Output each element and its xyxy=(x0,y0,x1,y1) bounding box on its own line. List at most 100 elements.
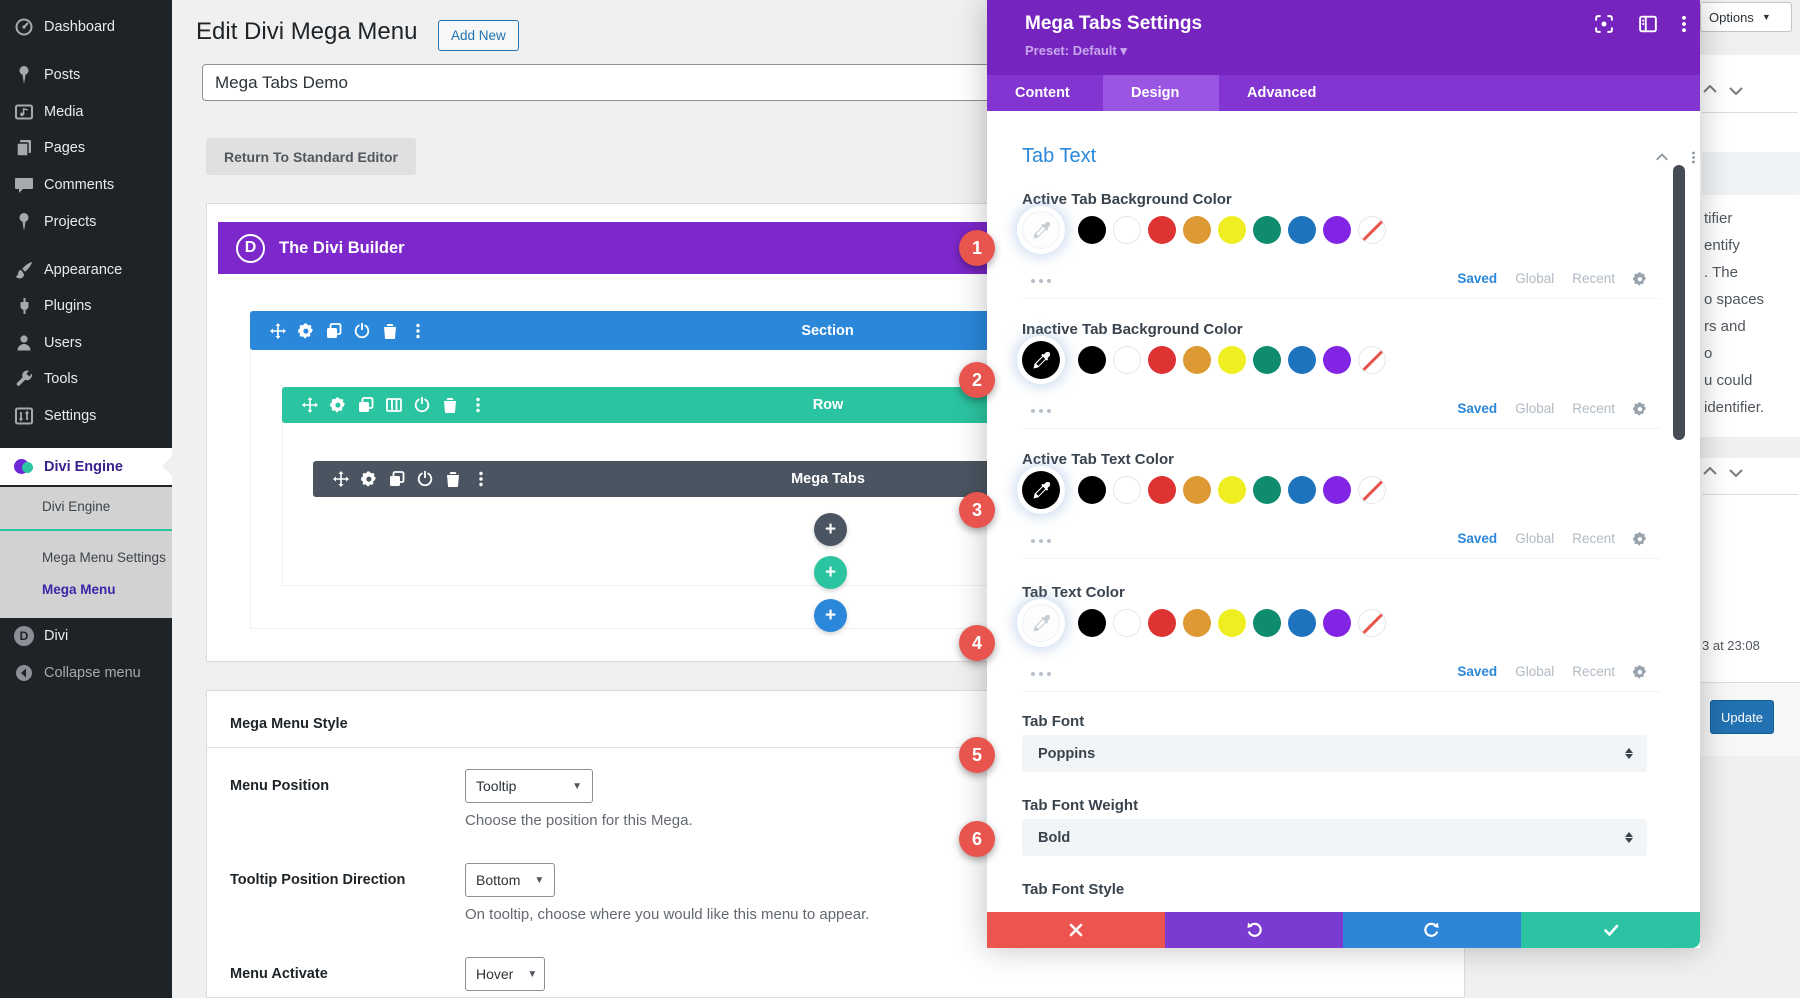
color-swatch[interactable] xyxy=(1113,216,1141,244)
global-link[interactable]: Global xyxy=(1515,401,1555,416)
color-swatch[interactable] xyxy=(1253,609,1281,637)
move-icon[interactable] xyxy=(270,322,286,339)
move-icon[interactable] xyxy=(302,397,318,413)
add-row-button[interactable]: + xyxy=(814,556,847,589)
save-changes-button[interactable] xyxy=(1521,912,1700,948)
color-swatch[interactable] xyxy=(1253,346,1281,374)
duplicate-icon[interactable] xyxy=(389,471,405,487)
duplicate-icon[interactable] xyxy=(326,322,342,339)
metabox-collapse-icon[interactable] xyxy=(1728,82,1744,98)
palette-gear-icon[interactable] xyxy=(1633,401,1647,416)
metabox-up-icon[interactable] xyxy=(1702,82,1718,98)
no-color-swatch[interactable] xyxy=(1358,346,1386,374)
snap-layout-icon[interactable] xyxy=(1639,15,1657,33)
color-swatch[interactable] xyxy=(1253,476,1281,504)
sidebar-item-divi-engine[interactable]: Divi Engine xyxy=(0,448,172,485)
color-swatch[interactable] xyxy=(1253,216,1281,244)
metabox-collapse-icon[interactable] xyxy=(1728,464,1744,480)
settings-gear-icon[interactable] xyxy=(298,322,314,339)
color-swatch[interactable] xyxy=(1148,609,1176,637)
sidebar-item-media[interactable]: Media xyxy=(0,93,172,130)
global-link[interactable]: Global xyxy=(1515,664,1555,679)
more-options-icon[interactable] xyxy=(470,397,486,413)
sidebar-item-pages[interactable]: Pages xyxy=(0,129,172,166)
submenu-item-mega-menu-settings[interactable]: Mega Menu Settings xyxy=(42,550,166,565)
move-icon[interactable] xyxy=(333,471,349,487)
eyedropper-icon[interactable] xyxy=(1022,341,1060,379)
recent-link[interactable]: Recent xyxy=(1572,531,1615,546)
update-button[interactable]: Update xyxy=(1710,700,1774,734)
color-swatch[interactable] xyxy=(1183,346,1211,374)
add-new-button[interactable]: Add New xyxy=(438,20,519,51)
color-swatch[interactable] xyxy=(1218,346,1246,374)
color-swatch[interactable] xyxy=(1288,216,1316,244)
saved-link[interactable]: Saved xyxy=(1457,271,1498,286)
color-swatch[interactable] xyxy=(1113,476,1141,504)
color-swatch[interactable] xyxy=(1183,216,1211,244)
recent-link[interactable]: Recent xyxy=(1572,401,1615,416)
return-to-standard-editor-button[interactable]: Return To Standard Editor xyxy=(206,138,416,175)
section-menu-icon[interactable] xyxy=(1687,151,1700,164)
sidebar-item-settings[interactable]: Settings xyxy=(0,397,172,434)
more-options-icon[interactable] xyxy=(410,323,426,339)
expand-dots-icon[interactable] xyxy=(1031,409,1051,413)
submenu-item-divi-engine[interactable]: Divi Engine xyxy=(42,499,111,514)
sidebar-item-dashboard[interactable]: Dashboard xyxy=(0,8,172,45)
color-swatch[interactable] xyxy=(1288,609,1316,637)
color-swatch[interactable] xyxy=(1148,476,1176,504)
color-swatch[interactable] xyxy=(1148,346,1176,374)
sidebar-item-plugins[interactable]: Plugins xyxy=(0,287,172,324)
palette-gear-icon[interactable] xyxy=(1633,271,1647,286)
trash-icon[interactable] xyxy=(442,397,458,413)
modal-menu-icon[interactable] xyxy=(1675,15,1693,33)
color-swatch[interactable] xyxy=(1183,476,1211,504)
expand-modal-icon[interactable] xyxy=(1595,15,1613,33)
preset-selector[interactable]: Preset: Default ▾ xyxy=(1025,43,1127,58)
no-color-swatch[interactable] xyxy=(1358,609,1386,637)
discard-button[interactable] xyxy=(987,912,1165,948)
identifier-input-fragment[interactable] xyxy=(1702,152,1800,195)
tab-content[interactable]: Content xyxy=(1015,85,1070,101)
modal-scrollbar[interactable] xyxy=(1673,165,1685,440)
tooltip-position-direction-select[interactable]: Bottom ▼ xyxy=(465,863,555,897)
menu-activate-select[interactable]: Hover ▼ xyxy=(465,957,545,991)
tab-text-section-title[interactable]: Tab Text xyxy=(1022,145,1097,167)
tab-design[interactable]: Design xyxy=(1103,75,1219,111)
sidebar-item-posts[interactable]: Posts xyxy=(0,56,172,93)
color-swatch[interactable] xyxy=(1183,609,1211,637)
tab-font-select[interactable]: Poppins xyxy=(1022,735,1647,772)
eyedropper-icon[interactable] xyxy=(1022,211,1060,249)
sidebar-item-appearance[interactable]: Appearance xyxy=(0,251,172,288)
add-module-button[interactable]: + xyxy=(814,513,847,546)
sidebar-item-users[interactable]: Users xyxy=(0,324,172,361)
color-swatch[interactable] xyxy=(1218,216,1246,244)
color-swatch[interactable] xyxy=(1323,609,1351,637)
color-swatch[interactable] xyxy=(1218,609,1246,637)
palette-gear-icon[interactable] xyxy=(1633,531,1647,546)
expand-dots-icon[interactable] xyxy=(1031,279,1051,283)
columns-icon[interactable] xyxy=(386,397,402,413)
duplicate-icon[interactable] xyxy=(358,397,374,413)
color-swatch[interactable] xyxy=(1323,216,1351,244)
color-swatch[interactable] xyxy=(1078,216,1106,244)
saved-link[interactable]: Saved xyxy=(1457,664,1498,679)
saved-link[interactable]: Saved xyxy=(1457,401,1498,416)
tab-font-weight-select[interactable]: Bold xyxy=(1022,819,1647,856)
tab-advanced[interactable]: Advanced xyxy=(1247,85,1317,101)
settings-gear-icon[interactable] xyxy=(330,397,346,413)
expand-dots-icon[interactable] xyxy=(1031,539,1051,543)
color-swatch[interactable] xyxy=(1288,346,1316,374)
palette-gear-icon[interactable] xyxy=(1633,664,1647,679)
color-swatch[interactable] xyxy=(1288,476,1316,504)
no-color-swatch[interactable] xyxy=(1358,216,1386,244)
collapse-section-icon[interactable] xyxy=(1655,151,1669,165)
color-swatch[interactable] xyxy=(1323,476,1351,504)
sidebar-item-tools[interactable]: Tools xyxy=(0,360,172,397)
eyedropper-icon[interactable] xyxy=(1022,471,1060,509)
submenu-item-mega-menu[interactable]: Mega Menu xyxy=(42,582,116,597)
options-dropdown-button[interactable]: Options ▼ xyxy=(1700,2,1792,32)
sidebar-item-projects[interactable]: Projects xyxy=(0,203,172,240)
color-swatch[interactable] xyxy=(1218,476,1246,504)
color-swatch[interactable] xyxy=(1148,216,1176,244)
sidebar-item-divi[interactable]: D Divi xyxy=(0,617,172,654)
